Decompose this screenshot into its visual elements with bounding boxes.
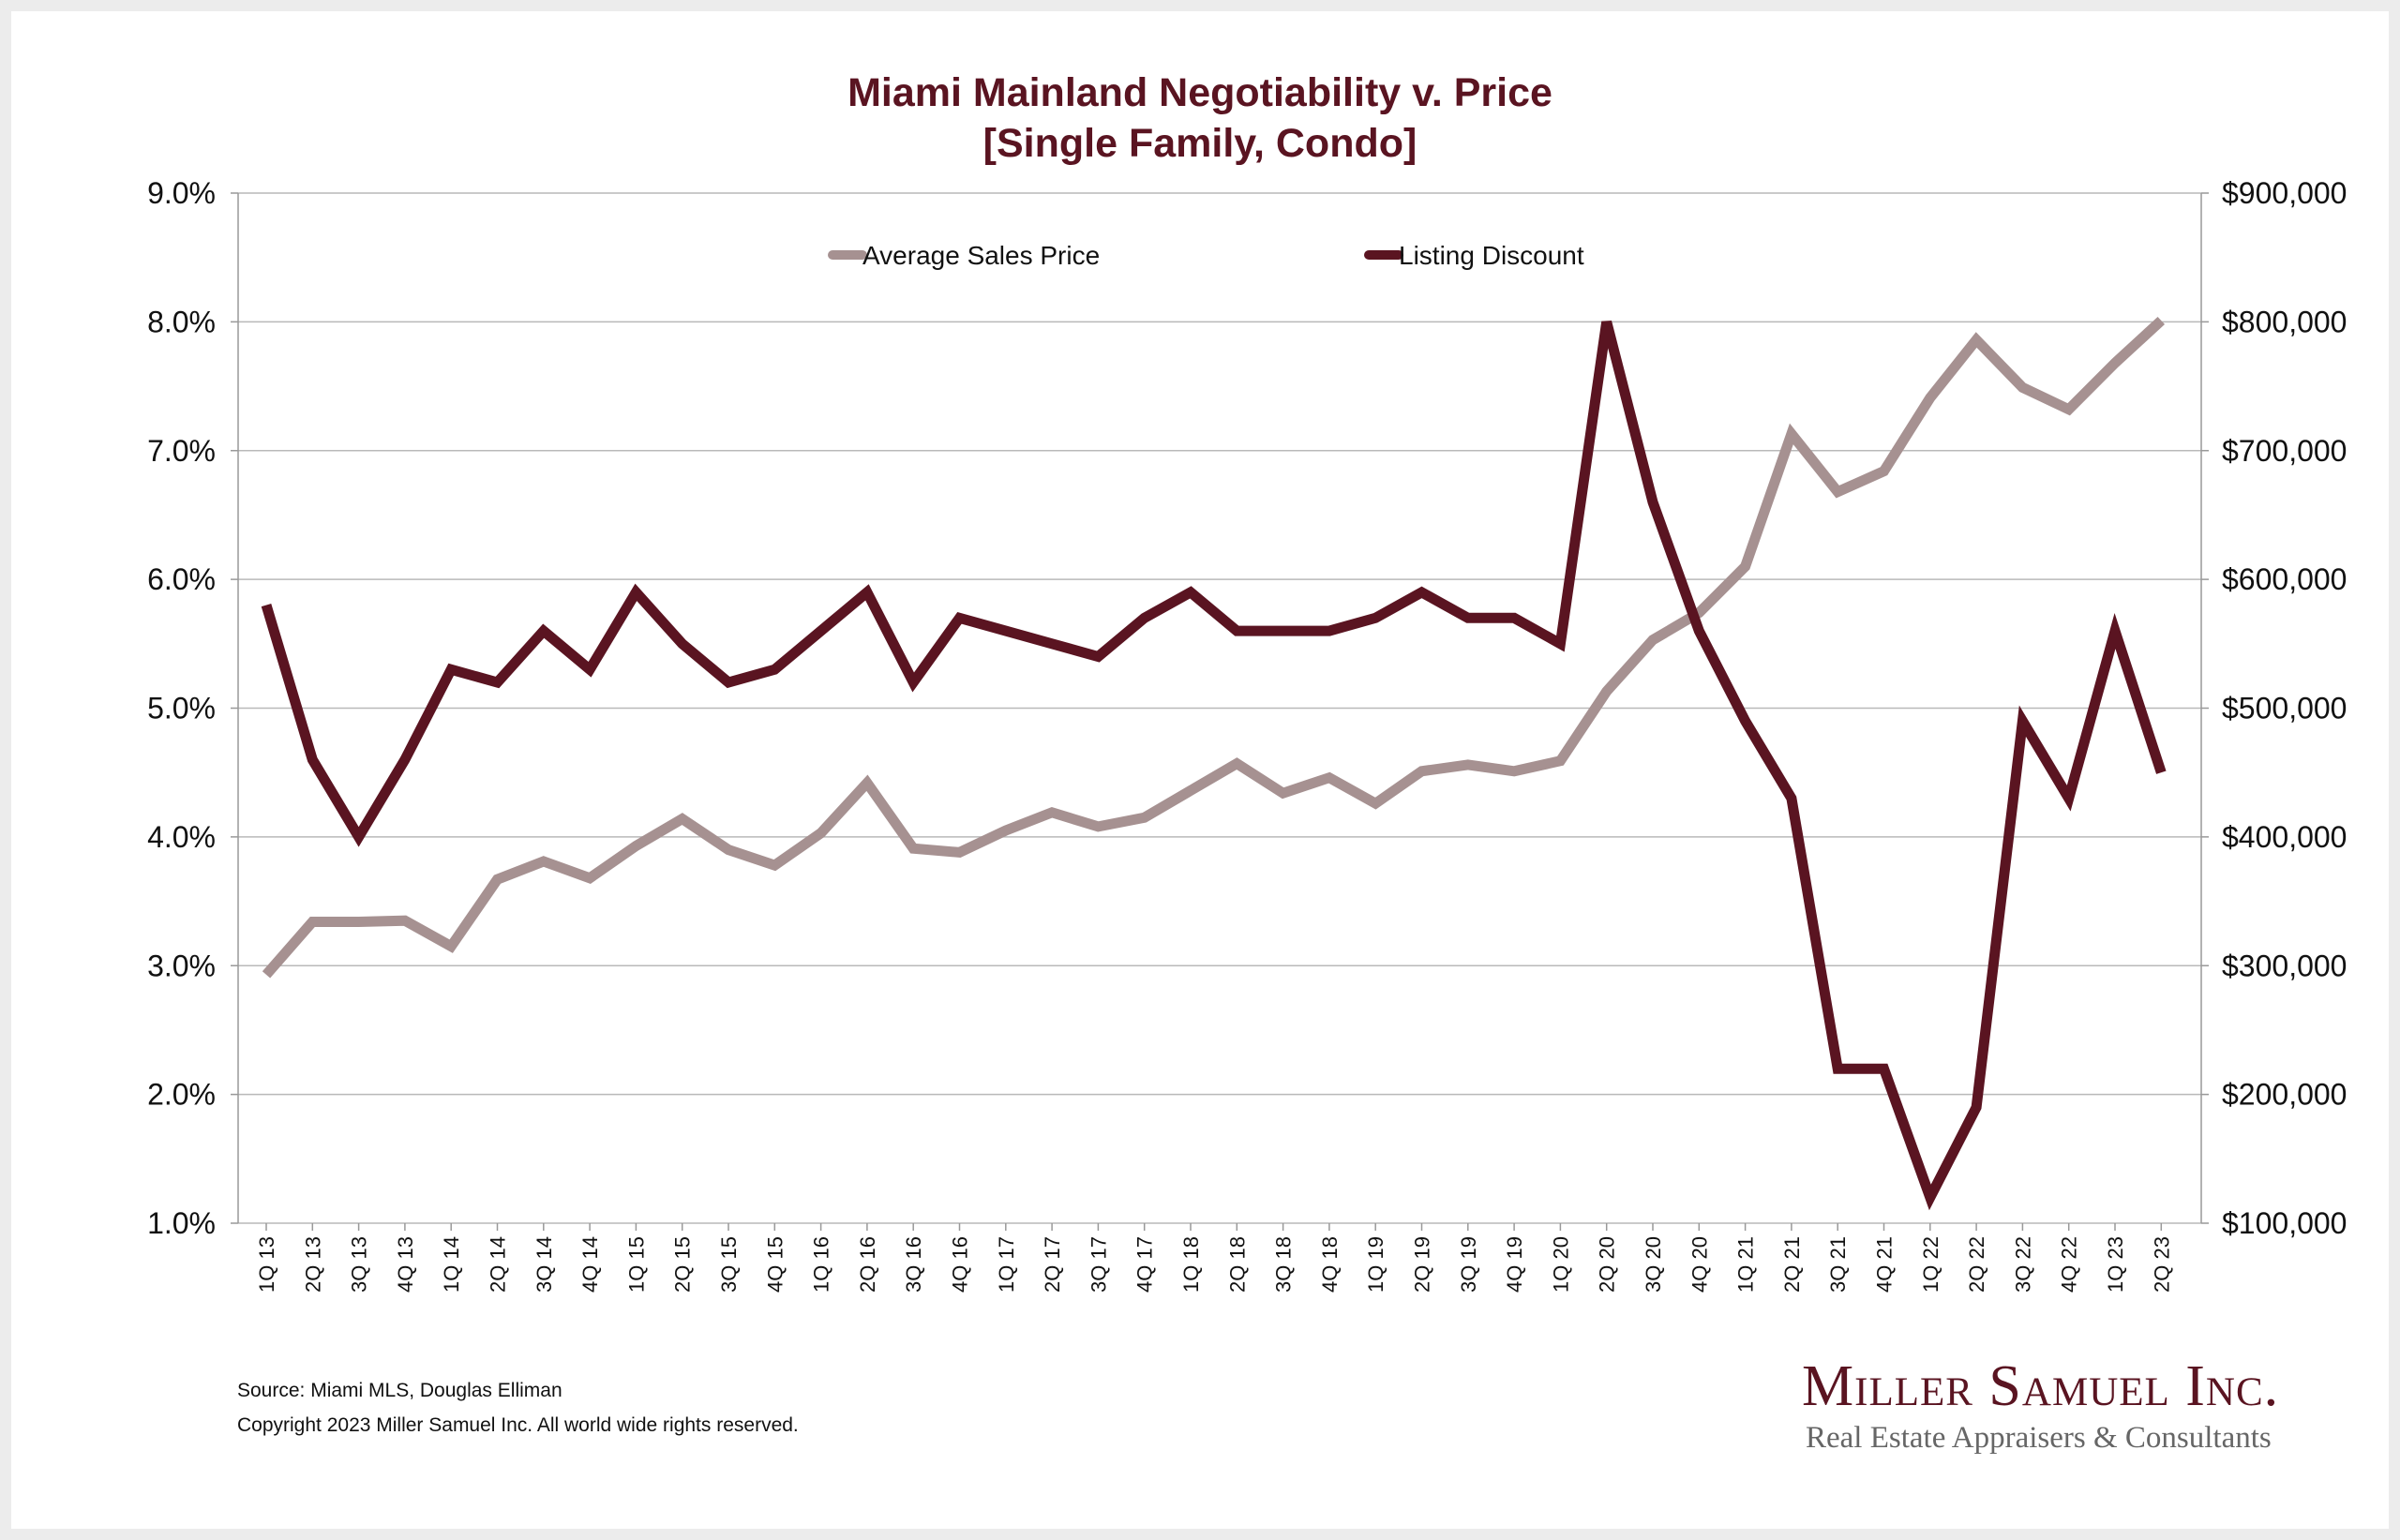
right-tick-label: $900,000: [2222, 176, 2347, 210]
left-tick-label: 2.0%: [147, 1078, 216, 1112]
legend: Average Sales Price Listing Discount: [828, 241, 1584, 270]
right-tick-label: $100,000: [2222, 1206, 2347, 1240]
left-tick-label: 1.0%: [147, 1206, 216, 1240]
x-tick-label: 1Q 14: [440, 1236, 463, 1293]
x-tick-label: 3Q 21: [1826, 1236, 1850, 1293]
left-tick-label: 5.0%: [147, 692, 216, 725]
x-tick-label: 3Q 13: [348, 1236, 371, 1293]
x-tick-label: 3Q 17: [1087, 1236, 1110, 1293]
x-tick-label: 2Q 22: [1965, 1236, 1988, 1293]
x-tick-label: 3Q 16: [902, 1236, 925, 1293]
x-tick-label: 4Q 21: [1873, 1236, 1897, 1293]
x-tick-label: 1Q 16: [810, 1236, 833, 1293]
x-tick-label: 4Q 15: [763, 1236, 787, 1293]
x-tick-label: 2Q 21: [1780, 1236, 1804, 1293]
chart-frame: [11, 11, 2389, 1529]
x-tick-label: 4Q 18: [1318, 1236, 1342, 1293]
x-tick-label: 1Q 20: [1549, 1236, 1572, 1293]
x-tick-label: 2Q 20: [1596, 1236, 1619, 1293]
left-tick-label: 8.0%: [147, 305, 216, 338]
right-tick-label: $500,000: [2222, 692, 2347, 725]
left-tick-label: 3.0%: [147, 949, 216, 982]
x-tick-label: 2Q 18: [1225, 1236, 1249, 1293]
source-note: Source: Miami MLS, Douglas Elliman: [237, 1380, 562, 1401]
right-tick-label: $600,000: [2222, 562, 2347, 596]
right-tick-label: $800,000: [2222, 305, 2347, 338]
x-tick-label: 1Q 19: [1364, 1236, 1388, 1293]
right-tick-label: $400,000: [2222, 820, 2347, 854]
x-tick-label: 1Q 13: [255, 1236, 278, 1293]
right-tick-label: $300,000: [2222, 949, 2347, 982]
x-tick-label: 2Q 13: [301, 1236, 324, 1293]
x-tick-label: 4Q 13: [394, 1236, 417, 1293]
right-axis-ticks: $100,000 $200,000 $300,000 $400,000 $500,000…: [2222, 176, 2347, 1240]
x-tick-label: 1Q 22: [1919, 1236, 1942, 1293]
grid-lines: [238, 192, 2201, 1224]
chart-title: Miami Mainland Negotiability v. Price: [848, 70, 1552, 115]
x-tick-label: 4Q 20: [1688, 1236, 1711, 1293]
x-tick-label: 2Q 14: [487, 1236, 510, 1293]
logo-name: Miller Samuel Inc.: [1802, 1354, 2280, 1418]
logo-tagline: Real Estate Appraisers & Consultants: [1806, 1421, 2272, 1455]
x-tick-label: 1Q 21: [1734, 1236, 1758, 1293]
chart-title-block: Miami Mainland Negotiability v. Price [S…: [0, 67, 2400, 169]
x-tick-label: 3Q 19: [1457, 1236, 1480, 1293]
chart-subtitle: [Single Family, Condo]: [982, 121, 1418, 166]
axes: [231, 192, 2209, 1231]
x-tick-label: 3Q 20: [1642, 1236, 1665, 1293]
right-tick-label: $700,000: [2222, 434, 2347, 468]
x-tick-label: 2Q 15: [671, 1236, 695, 1293]
series-lines: [261, 316, 2167, 1211]
x-tick-label: 1Q 18: [1179, 1236, 1203, 1293]
left-tick-label: 6.0%: [147, 562, 216, 596]
x-tick-label: 4Q 22: [2058, 1236, 2081, 1293]
x-tick-label: 4Q 19: [1503, 1236, 1526, 1293]
x-tick-label: 1Q 17: [995, 1236, 1018, 1293]
legend-label: Average Sales Price: [862, 241, 1100, 270]
x-tick-label: 4Q 14: [578, 1236, 602, 1293]
left-axis-ticks: 1.0% 2.0% 3.0% 4.0% 5.0% 6.0% 7.0% 8.0% 9.0%: [147, 176, 216, 1240]
x-tick-label: 3Q 18: [1272, 1236, 1296, 1293]
x-axis-ticks: 1Q 13 2Q 13 3Q 13 4Q 13 1Q 14 2Q 14 3Q 14 4Q 14…: [255, 1236, 2173, 1293]
x-tick-label: 1Q 15: [624, 1236, 648, 1293]
x-tick-label: 3Q 14: [532, 1236, 556, 1293]
x-tick-label: 2Q 23: [2150, 1236, 2173, 1293]
x-tick-label: 2Q 19: [1411, 1236, 1434, 1293]
x-tick-label: 4Q 17: [1133, 1236, 1157, 1293]
x-tick-label: 2Q 16: [856, 1236, 879, 1293]
x-tick-label: 3Q 15: [717, 1236, 741, 1293]
x-tick-label: 3Q 22: [2011, 1236, 2034, 1293]
x-tick-label: 1Q 23: [2104, 1236, 2127, 1293]
x-tick-label: 4Q 16: [949, 1236, 972, 1293]
left-tick-label: 4.0%: [147, 820, 216, 854]
left-tick-label: 9.0%: [147, 176, 216, 210]
series-line-average-sales-price: [262, 316, 2166, 979]
right-tick-label: $200,000: [2222, 1078, 2347, 1112]
legend-label: Listing Discount: [1399, 241, 1584, 270]
copyright-note: Copyright 2023 Miller Samuel Inc. All wo…: [237, 1414, 799, 1436]
x-tick-label: 2Q 17: [1041, 1236, 1064, 1293]
series-line-listing-discount: [261, 321, 2167, 1211]
left-tick-label: 7.0%: [147, 434, 216, 468]
